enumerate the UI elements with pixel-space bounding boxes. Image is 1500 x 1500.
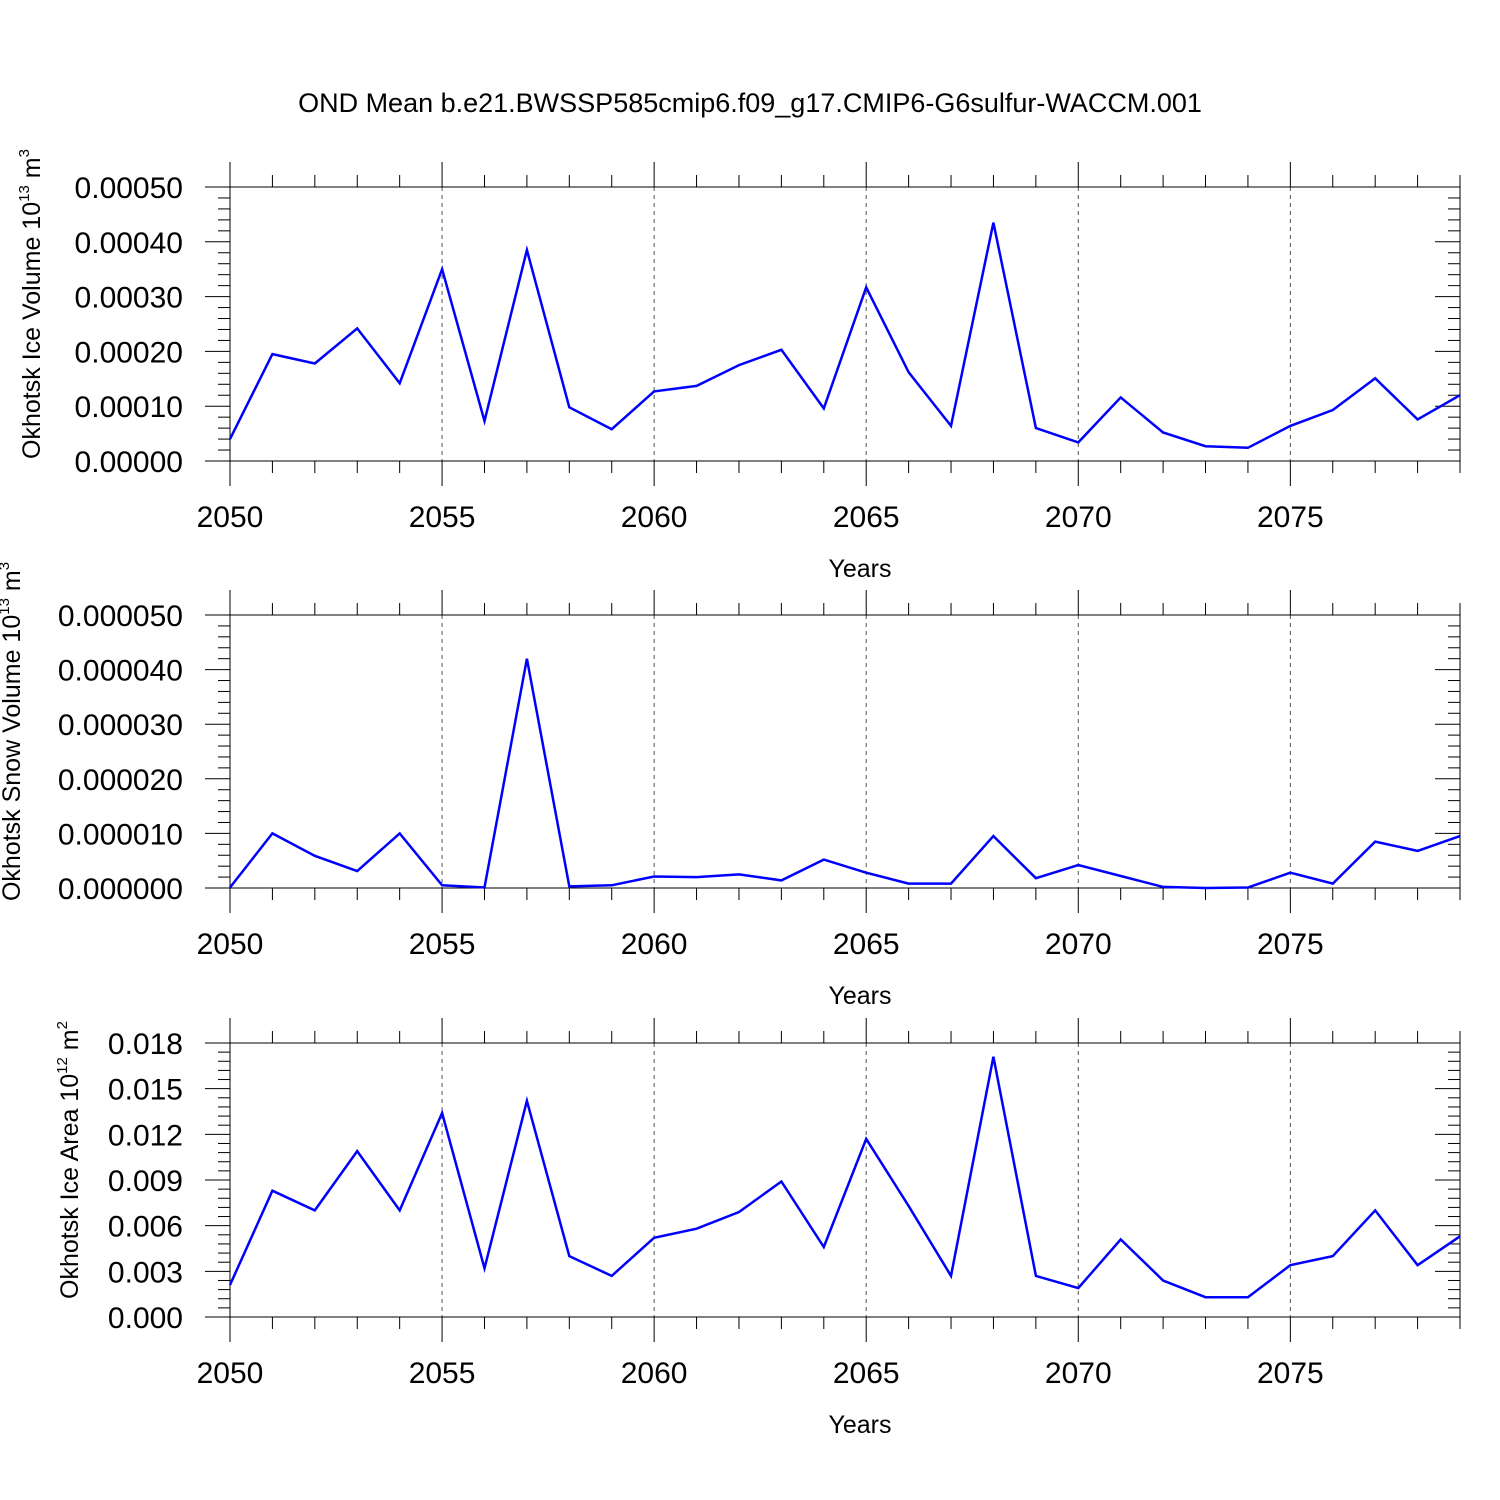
x-tick-label: 2065 bbox=[833, 501, 900, 534]
series-line-ice-volume bbox=[228, 222, 1461, 450]
y-tick-label: 0.006 bbox=[108, 1211, 183, 1244]
y-tick-label: 0.000 bbox=[108, 1302, 183, 1335]
series-line-snow-volume bbox=[229, 658, 1461, 890]
x-tick-label: 2075 bbox=[1257, 1357, 1324, 1390]
x-tick-label: 2050 bbox=[197, 501, 264, 534]
x-tick-label: 2070 bbox=[1045, 928, 1112, 961]
y-tick-label: 0.000030 bbox=[58, 709, 183, 742]
x-tick-label: 2050 bbox=[197, 928, 264, 961]
plot-frame bbox=[229, 186, 1461, 462]
y-axis-label: Okhotsk Ice Area 1012 m2 bbox=[54, 1021, 84, 1299]
y-tick-label: 0.018 bbox=[108, 1028, 183, 1061]
y-tick-label: 0.000050 bbox=[58, 600, 183, 633]
y-tick-label: 0.00030 bbox=[75, 282, 183, 315]
x-axis-label: Years bbox=[828, 555, 891, 583]
x-axis-label: Years bbox=[828, 1411, 891, 1439]
x-tick-label: 2065 bbox=[833, 928, 900, 961]
panel-snow-volume: 2050 2055 2060 2065 2070 2075 0.000000 0.000010… bbox=[0, 562, 1461, 1010]
panels-group: 2050 2055 2060 2065 2070 2075 0.00000 0.00010 0.… bbox=[0, 149, 1461, 1439]
x-tick-label: 2070 bbox=[1045, 501, 1112, 534]
plot-frame bbox=[229, 614, 1461, 889]
x-tick-label: 2075 bbox=[1257, 501, 1324, 534]
y-tick-label: 0.000020 bbox=[58, 764, 183, 797]
x-tick-label: 2060 bbox=[621, 501, 688, 534]
x-tick-label: 2055 bbox=[409, 928, 476, 961]
y-tick-label: 0.00020 bbox=[75, 336, 183, 369]
x-tick-label: 2065 bbox=[833, 1357, 900, 1390]
x-axis-label: Years bbox=[828, 982, 891, 1010]
y-tick-label: 0.00050 bbox=[75, 172, 183, 205]
y-tick-label: 0.00000 bbox=[75, 446, 183, 479]
x-tick-label: 2050 bbox=[197, 1357, 264, 1390]
y-tick-label: 0.009 bbox=[108, 1165, 183, 1198]
y-tick-label: 0.000010 bbox=[58, 818, 183, 851]
y-tick-label: 0.000000 bbox=[58, 873, 183, 906]
y-tick-label: 0.012 bbox=[108, 1119, 183, 1152]
x-tick-label: 2060 bbox=[621, 928, 688, 961]
x-tick-label: 2075 bbox=[1257, 928, 1324, 961]
y-tick-label: 0.00040 bbox=[75, 227, 183, 260]
panel-ice-area: 2050 2055 2060 2065 2070 2075 0.000 0.003 0.006 0… bbox=[54, 1018, 1461, 1439]
y-tick-label: 0.000040 bbox=[58, 655, 183, 688]
panel-ice-volume: 2050 2055 2060 2065 2070 2075 0.00000 0.00010 0.… bbox=[16, 149, 1461, 583]
x-tick-label: 2060 bbox=[621, 1357, 688, 1390]
chart-title: OND Mean b.e21.BWSSP585cmip6.f09_g17.CMI… bbox=[298, 88, 1202, 118]
y-tick-label: 0.015 bbox=[108, 1074, 183, 1107]
y-tick-label: 0.003 bbox=[108, 1256, 183, 1289]
series-line-ice-area bbox=[228, 1056, 1461, 1299]
x-tick-label: 2055 bbox=[409, 1357, 476, 1390]
x-tick-label: 2070 bbox=[1045, 1357, 1112, 1390]
y-axis-label: Okhotsk Snow Volume 1013 m3 bbox=[0, 562, 26, 901]
y-tick-label: 0.00010 bbox=[75, 391, 183, 424]
y-axis-label: Okhotsk Ice Volume 1013 m3 bbox=[16, 149, 46, 459]
x-tick-label: 2055 bbox=[409, 501, 476, 534]
